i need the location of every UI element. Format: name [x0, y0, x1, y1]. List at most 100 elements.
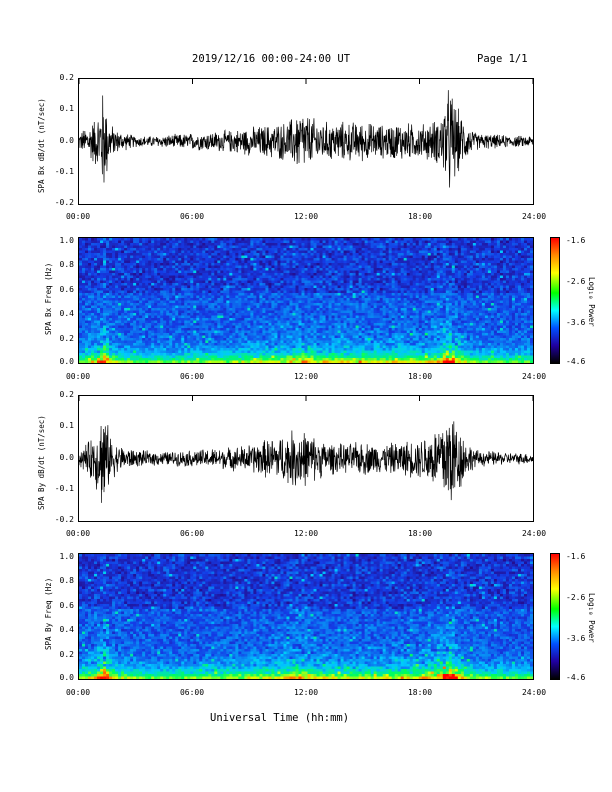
spectrogram-cell [367, 320, 372, 324]
spectrogram-cell [160, 360, 164, 363]
spectrogram-cell [211, 263, 215, 266]
spectrogram-cell [235, 310, 239, 314]
spectrogram-cell [307, 253, 311, 256]
spectrogram-cell [205, 298, 209, 301]
spectrogram-cell [79, 333, 83, 336]
spectrogram-cell [190, 310, 194, 314]
spectrogram-cell [133, 270, 137, 274]
spectrogram-cell [160, 335, 164, 339]
spectrogram-cell [253, 350, 257, 354]
spectrogram-cell [94, 260, 98, 264]
spectrogram-cell [193, 248, 197, 251]
spectrogram-cell [232, 340, 236, 344]
spectrogram-cell [352, 278, 357, 281]
spectrogram-cell [301, 355, 305, 359]
spectrogram-cell [298, 338, 302, 341]
bx-spectrogram-cells [79, 238, 533, 363]
spectrogram-cell [244, 268, 248, 271]
spectrogram-cell [265, 283, 269, 286]
spectrogram-cell [253, 303, 257, 306]
spectrogram-cell [88, 315, 92, 319]
spectrogram-cell [259, 275, 263, 279]
spectrogram-cell [328, 313, 332, 316]
spectrogram-cell [238, 323, 242, 326]
spectrogram-cell [112, 275, 116, 279]
spectrogram-cell [226, 280, 230, 284]
spectrogram-cell [91, 323, 95, 326]
spectrogram-cell [364, 288, 369, 291]
spectrogram-cell [187, 340, 191, 344]
spectrogram-cell [208, 343, 212, 346]
spectrogram-cell [202, 248, 206, 251]
spectrogram-cell [328, 345, 332, 349]
spectrogram-cell [367, 280, 372, 284]
spectrogram-cell [85, 265, 89, 269]
spectrogram-cell [208, 353, 212, 356]
spectrogram-cell [217, 340, 221, 344]
spectrogram-cell [79, 243, 83, 246]
spectrogram-cell [367, 248, 372, 251]
spectrogram-cell [298, 318, 302, 321]
spectrogram-cell [121, 278, 125, 281]
spectrogram-cell [175, 263, 179, 266]
spectrogram-cell [211, 243, 215, 246]
spectrogram-cell [310, 330, 314, 334]
spectrogram-cell [265, 300, 269, 304]
spectrogram-cell [172, 350, 176, 354]
spectrogram-cell [277, 308, 281, 311]
spectrogram-cell [262, 308, 266, 311]
spectrogram-cell [286, 358, 290, 361]
spectrogram-cell [238, 338, 242, 341]
spectrogram-cell [304, 280, 308, 284]
spectrogram-cell [301, 360, 305, 363]
spectrogram-cell [250, 353, 254, 356]
spectrogram-cell [244, 295, 248, 299]
spectrogram-cell [253, 300, 257, 304]
spectrogram-cell [343, 298, 347, 301]
spectrogram-cell [160, 238, 164, 241]
spectrogram-cell [316, 283, 320, 286]
spectrogram-cell [274, 310, 278, 314]
spectrogram-cell [154, 333, 158, 336]
spectrogram-cell [346, 328, 350, 331]
spectrogram-cell [259, 305, 263, 309]
spectrogram-cell [259, 358, 263, 361]
spectrogram-cell [214, 243, 218, 246]
spectrogram-cell [238, 298, 242, 301]
spectrogram-cell [301, 275, 305, 279]
spectrogram-cell [91, 295, 95, 299]
spectrogram-cell [148, 350, 152, 354]
spectrogram-cell [163, 308, 167, 311]
spectrogram-cell [361, 325, 366, 329]
spectrogram-cell [211, 250, 215, 254]
spectrogram-cell [271, 245, 275, 249]
spectrogram-cell [238, 305, 242, 309]
spectrogram-cell [106, 270, 110, 274]
spectrogram-cell [175, 273, 179, 276]
spectrogram-cell [139, 348, 143, 351]
spectrogram-cell [307, 303, 311, 306]
spectrogram-cell [277, 243, 281, 246]
spectrogram-cell [301, 345, 305, 349]
spectrogram-cell [361, 253, 366, 256]
spectrogram-cell [352, 263, 357, 266]
spectrogram-cell [193, 298, 197, 301]
spectrogram-cell [229, 323, 233, 326]
spectrogram-cell [178, 318, 182, 321]
spectrogram-cell [133, 315, 137, 319]
spectrogram-cell [97, 315, 101, 319]
spectrogram-cell [277, 253, 281, 256]
spectrogram-cell [208, 345, 212, 349]
spectrogram-cell [259, 258, 263, 261]
spectrogram-cell [244, 323, 248, 326]
spectrogram-cell [88, 265, 92, 269]
spectrogram-cell [226, 270, 230, 274]
spectrogram-cell [277, 290, 281, 294]
spectrogram-cell [229, 350, 233, 354]
spectrogram-cell [208, 360, 212, 363]
spectrogram-cell [280, 278, 284, 281]
spectrogram-cell [79, 355, 83, 359]
spectrogram-cell [286, 253, 290, 256]
spectrogram-cell [151, 260, 155, 264]
spectrogram-cell [94, 315, 98, 319]
